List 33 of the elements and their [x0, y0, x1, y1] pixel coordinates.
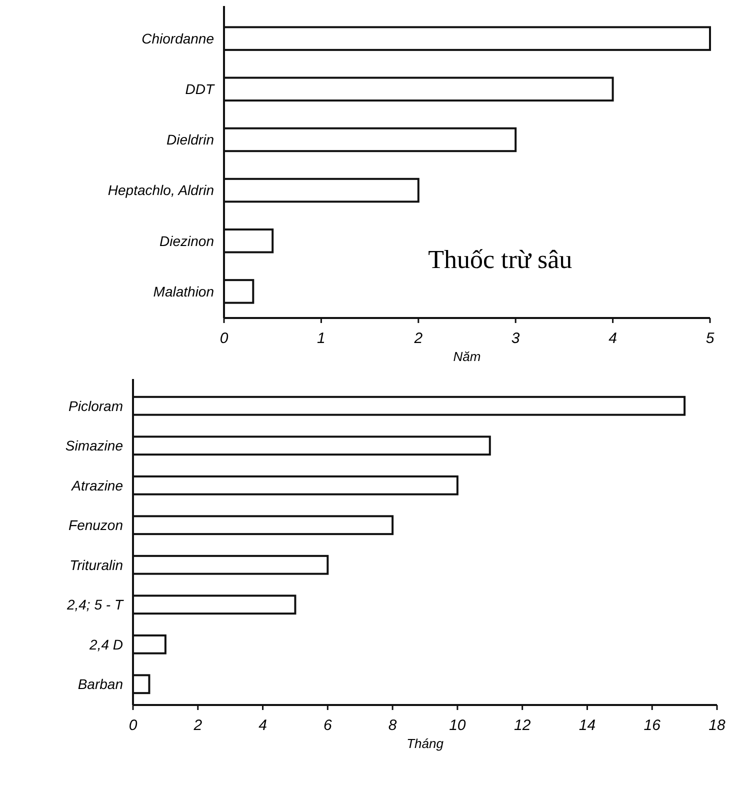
y-tick-label: Diezinon [160, 232, 214, 249]
y-tick-label: Malathion [153, 283, 214, 300]
y-tick-label: Atrazine [70, 477, 124, 494]
x-tick-label: 2 [413, 330, 424, 347]
x-tick-label: 5 [706, 330, 715, 347]
x-tick-label: 10 [449, 717, 466, 734]
x-tick-label: 4 [608, 330, 617, 347]
x-tick-label: 12 [514, 717, 532, 734]
y-tick-label: Trituralin [70, 556, 124, 573]
x-tick-label: 0 [220, 330, 229, 347]
y-tick-label: Barban [78, 676, 124, 692]
x-tick-label: 0 [128, 717, 138, 734]
x-tick-label: 6 [323, 717, 332, 734]
y-tick-label: DDT [185, 81, 216, 98]
y-tick-label: Heptachlo, Aldrin [108, 182, 214, 198]
x-tick-label: 1 [317, 330, 326, 347]
x-tick-label: 18 [708, 717, 726, 734]
x-tick-label: 3 [511, 330, 520, 347]
x-tick-label: 4 [258, 717, 267, 734]
x-tick-label: 2 [192, 717, 203, 734]
y-tick-label: Fenuzon [68, 517, 124, 534]
x-tick-label: 16 [644, 717, 662, 734]
annotation: Thuốc trừ sâu [428, 245, 572, 274]
y-tick-label: Chiordanne [142, 30, 214, 46]
y-tick-label: Picloram [68, 398, 124, 414]
y-tick-label: 2,4; 5 - T [66, 596, 124, 613]
x-tick-label: 8 [388, 717, 398, 734]
x-axis-title: Tháng [406, 736, 444, 751]
y-tick-label: Dieldrin [166, 132, 214, 148]
y-tick-label: Simazine [65, 438, 124, 454]
y-tick-label: 2,4 D [88, 636, 123, 652]
x-tick-label: 14 [578, 717, 596, 734]
x-axis-title: Năm [453, 349, 481, 364]
